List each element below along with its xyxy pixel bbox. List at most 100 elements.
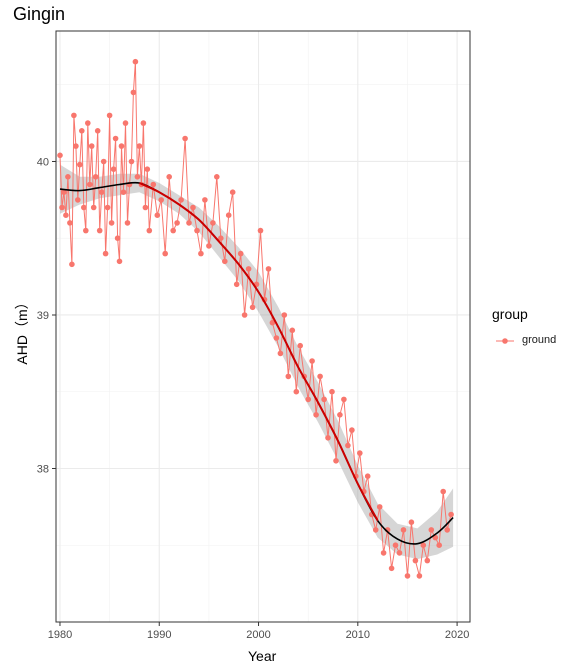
data-point — [249, 304, 256, 311]
data-point — [448, 511, 454, 518]
data-point — [112, 135, 119, 142]
data-point — [357, 450, 363, 456]
data-point — [372, 527, 379, 533]
data-point — [59, 204, 65, 211]
data-point — [142, 204, 149, 211]
data-point — [182, 135, 188, 142]
data-point — [436, 542, 443, 548]
data-point — [85, 120, 91, 126]
data-point — [277, 350, 284, 357]
data-point — [400, 527, 407, 533]
data-point — [146, 227, 153, 234]
data-point — [166, 174, 172, 180]
legend-key — [496, 338, 514, 344]
data-point — [440, 488, 447, 495]
x-axis-ticks: 1980 1990 2000 2010 2020 — [48, 622, 469, 641]
data-point — [317, 373, 323, 380]
legend-title: group — [492, 306, 528, 322]
data-point — [444, 527, 451, 533]
data-point — [349, 427, 355, 433]
data-point — [63, 212, 69, 218]
data-point — [77, 161, 83, 168]
data-point — [229, 189, 236, 195]
data-point — [420, 542, 427, 548]
data-point — [281, 312, 288, 318]
data-point — [100, 158, 107, 165]
data-point — [132, 58, 139, 65]
data-point — [124, 220, 131, 226]
data-point — [388, 565, 395, 572]
data-point — [110, 166, 117, 172]
data-point — [186, 220, 192, 226]
data-point — [404, 573, 411, 579]
data-point — [83, 227, 89, 234]
data-point — [162, 250, 168, 257]
data-point — [265, 266, 272, 272]
data-point — [71, 112, 77, 119]
data-point — [106, 112, 113, 119]
chart-title: Gingin — [13, 4, 66, 24]
data-point — [412, 557, 419, 564]
data-point — [428, 527, 435, 533]
x-tick-label: 1990 — [147, 629, 171, 641]
data-point — [118, 143, 125, 149]
data-point — [337, 412, 343, 418]
data-point — [122, 120, 129, 126]
y-tick-label: 39 — [37, 310, 49, 322]
data-point — [396, 550, 403, 556]
data-point — [190, 204, 196, 211]
data-point — [202, 197, 208, 203]
data-point — [380, 550, 387, 556]
x-axis-title: Year — [248, 648, 277, 664]
data-point — [98, 189, 105, 195]
legend-key-point — [502, 338, 508, 344]
data-point — [293, 388, 300, 395]
data-point — [210, 220, 216, 226]
data-point — [245, 266, 252, 272]
data-point — [108, 220, 115, 226]
data-point — [144, 166, 151, 172]
grid — [56, 31, 470, 622]
data-point — [424, 557, 431, 564]
data-point — [297, 342, 304, 349]
x-tick-label: 2010 — [346, 629, 370, 641]
legend-label-ground: ground — [522, 334, 557, 346]
x-tick-label: 2020 — [445, 629, 469, 641]
data-point — [136, 143, 143, 149]
data-point — [289, 327, 296, 334]
data-point — [376, 504, 383, 510]
y-axis-title: AHD（m） — [14, 295, 30, 365]
data-point — [237, 250, 244, 257]
data-point — [73, 143, 79, 149]
data-point — [92, 174, 99, 180]
data-point — [65, 174, 71, 180]
data-point — [241, 312, 248, 318]
data-point — [170, 227, 176, 234]
data-point — [321, 396, 327, 403]
data-point — [57, 152, 63, 159]
data-point — [128, 158, 135, 165]
panel-border — [55, 30, 471, 623]
smooth-curve-group — [59, 181, 454, 545]
data-point — [392, 542, 399, 548]
data-point — [104, 204, 111, 211]
data-point — [222, 258, 228, 265]
data-point — [102, 250, 109, 257]
data-point — [114, 235, 121, 241]
x-tick-label: 2000 — [246, 629, 270, 641]
data-point — [206, 243, 212, 249]
data-point — [194, 227, 200, 234]
data-point — [116, 258, 123, 265]
data-point — [341, 396, 347, 403]
x-tick-label: 1980 — [48, 629, 72, 641]
data-points — [57, 58, 454, 579]
data-point — [416, 573, 423, 579]
data-point — [61, 189, 67, 195]
data-point — [79, 128, 85, 134]
data-point — [214, 174, 220, 180]
data-point — [178, 197, 184, 203]
data-point — [273, 335, 280, 341]
data-point — [69, 261, 75, 268]
data-point — [75, 197, 81, 203]
